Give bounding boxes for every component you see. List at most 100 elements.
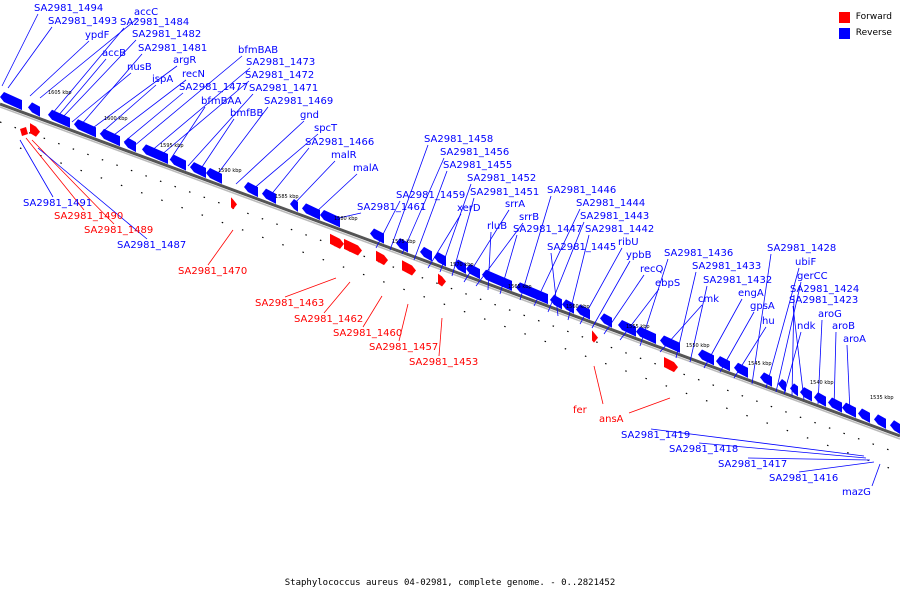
- reverse-gene-arrow: [262, 188, 276, 204]
- gene-label: SA2981_1457: [369, 342, 438, 353]
- leader-line: [323, 281, 351, 314]
- reverse-swatch: [838, 27, 850, 39]
- reverse-gene-arrow: [636, 326, 656, 344]
- reverse-gene-arrow: [760, 372, 772, 387]
- gene-label: SA2981_1487: [117, 240, 186, 251]
- gene-label: ispA: [152, 74, 173, 85]
- gene-label: SA2981_1416: [769, 473, 838, 484]
- scale-tick-label: 1535 kbp: [870, 395, 894, 401]
- gene-label: SA2981_1458: [424, 134, 493, 145]
- reverse-gene-arrow: [170, 154, 186, 171]
- leader-line: [401, 157, 445, 255]
- leader-line: [628, 397, 671, 414]
- reverse-gene-track: [0, 92, 900, 434]
- gene-label: ndk: [797, 321, 816, 332]
- gene-label: SA2981_1443: [580, 211, 649, 222]
- gene-label: SA2981_1442: [585, 224, 654, 235]
- leader-line: [29, 40, 90, 97]
- gene-label: SA2981_1423: [789, 295, 858, 306]
- gene-label: SA2981_1473: [246, 57, 315, 68]
- reverse-gene-arrow: [600, 313, 612, 328]
- gene-label: SA2981_1471: [249, 83, 318, 94]
- gene-label: ebpS: [655, 278, 680, 289]
- gene-label: aroA: [843, 334, 866, 345]
- leader-line: [833, 331, 837, 409]
- gene-label: cmk: [698, 294, 719, 305]
- forward-gene-arrow: [344, 238, 362, 256]
- gene-label: spcT: [314, 123, 338, 134]
- forward-gene-arrow: [330, 233, 344, 249]
- gene-label: SA2981_1481: [138, 43, 207, 54]
- leader-line: [533, 208, 581, 307]
- leader-line: [269, 147, 310, 197]
- gene-label: ribU: [618, 237, 639, 248]
- gene-label: gnd: [300, 110, 319, 121]
- reverse-gene-arrow: [396, 238, 408, 253]
- scale-tick-label: 1540 kbp: [810, 380, 834, 386]
- leader-line: [71, 72, 132, 123]
- gene-label: SA2981_1466: [305, 137, 374, 148]
- legend-forward: Forward: [838, 9, 892, 25]
- leader-line: [25, 137, 85, 211]
- reverse-gene-arrow: [576, 304, 590, 320]
- leader-line: [79, 53, 143, 127]
- leader-line: [593, 365, 604, 405]
- leader-line: [313, 173, 358, 215]
- gene-label: fer: [573, 405, 588, 416]
- gene-label: accB: [102, 48, 126, 59]
- gene-label: xerD: [457, 203, 481, 214]
- gene-label: accC: [134, 7, 158, 18]
- gene-label: SA2981_1491: [23, 198, 92, 209]
- forward-gene-arrow: [20, 127, 28, 136]
- reverse-gene-arrow: [842, 402, 856, 418]
- reverse-gene-arrow: [74, 119, 96, 138]
- leader-line: [19, 139, 54, 198]
- gene-label: aroB: [832, 321, 855, 332]
- leader-line: [519, 195, 552, 301]
- gene-label: SA2981_1444: [576, 198, 645, 209]
- reverse-gene-arrow: [550, 294, 562, 310]
- reverse-gene-arrow: [302, 203, 320, 221]
- scale-tick-label: 1585 kbp: [275, 194, 299, 200]
- gene-label: SA2981_1493: [48, 16, 117, 27]
- gene-label: SA2981_1494: [34, 3, 103, 14]
- reverse-gene-arrow: [716, 356, 730, 372]
- scale-tick-label: 1595 kbp: [160, 143, 184, 149]
- gene-label: srrB: [519, 212, 539, 223]
- reverse-gene-arrow: [562, 299, 574, 314]
- gene-label: SA2981_1424: [790, 284, 859, 295]
- gene-label: SA2981_1463: [255, 298, 324, 309]
- reverse-gene-arrow: [370, 228, 384, 244]
- gene-label: SA2981_1452: [467, 173, 536, 184]
- gene-label: ansA: [599, 414, 624, 425]
- gene-label: SA2981_1428: [767, 243, 836, 254]
- leader-line: [362, 295, 383, 328]
- leader-line: [61, 39, 137, 119]
- legend-reverse-label: Reverse: [855, 28, 892, 38]
- leader-line: [438, 317, 443, 357]
- gene-label: SA2981_1477: [179, 82, 248, 93]
- gene-label: argR: [173, 55, 196, 66]
- gene-label: aroG: [818, 309, 842, 320]
- gene-label: SA2981_1460: [333, 328, 402, 339]
- reverse-gene-arrow: [206, 167, 222, 184]
- scale-tick-label: 1600 kbp: [104, 116, 128, 122]
- gene-label: SA2981_1446: [547, 185, 616, 196]
- leader-line: [591, 260, 631, 329]
- leader-line: [169, 106, 206, 161]
- leader-line: [149, 67, 251, 153]
- scale-tick-label: 1565 kbp: [508, 284, 532, 290]
- gene-label: SA2981_1462: [294, 314, 363, 325]
- scale-tick-label: 1555 kbp: [626, 324, 650, 330]
- genome-caption: Staphylococcus aureus 04-02981, complete…: [284, 578, 616, 588]
- gene-label: SA2981_1490: [54, 211, 123, 222]
- scale-ticks: 1605 kbp 1600 kbp 1595 kbp 1590 kbp 1585 kbp…: [48, 90, 894, 401]
- legend: Forward Reverse: [838, 9, 892, 41]
- leader-line: [389, 144, 429, 251]
- gene-label: recQ: [640, 264, 664, 275]
- gene-label: SA2981_1436: [664, 248, 733, 259]
- forward-gene-arrow: [376, 250, 388, 266]
- leader-line: [57, 58, 107, 117]
- gene-label: bfmBAA: [201, 96, 242, 107]
